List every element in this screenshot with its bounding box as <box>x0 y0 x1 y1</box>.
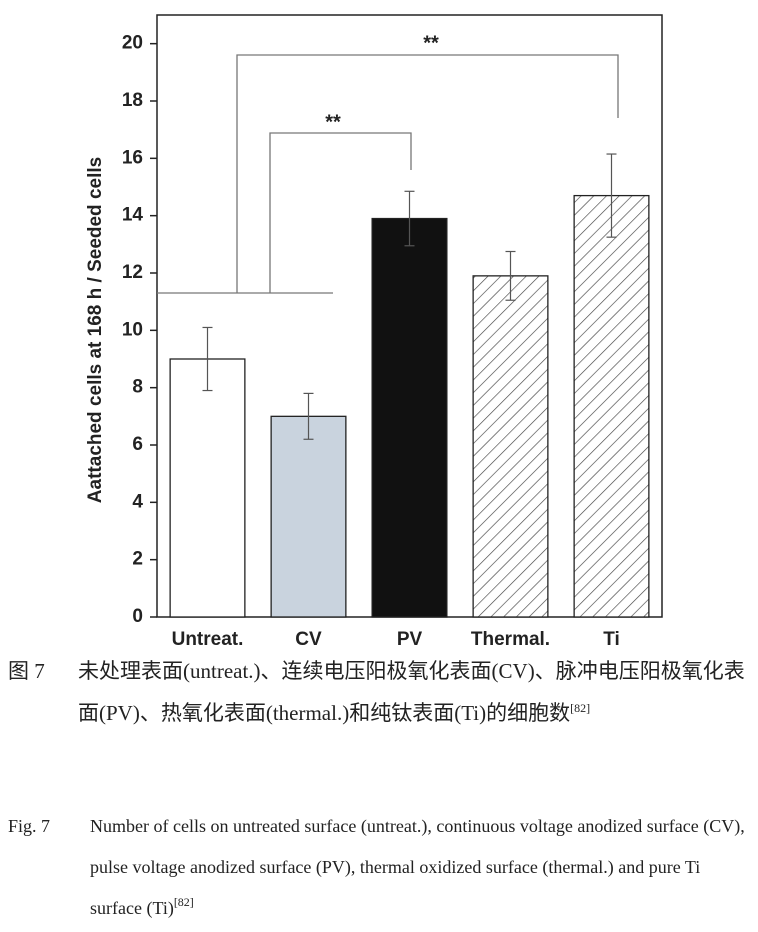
caption-text: Number of cells on untreated surface (un… <box>90 806 750 929</box>
y-tick-label: 12 <box>122 262 143 283</box>
bar <box>472 275 549 618</box>
caption-body: 未处理表面(untreat.)、连续电压阳极氧化表面(CV)、脉冲电压阳极氧化表… <box>78 659 745 725</box>
error-bar <box>202 326 213 392</box>
caption-en: Fig. 7 Number of cells on untreated surf… <box>8 806 750 929</box>
y-tick-label: 4 <box>132 491 143 512</box>
caption-ref: [82] <box>173 895 194 909</box>
y-tick-label: 18 <box>122 90 143 111</box>
y-tick-label: 8 <box>132 377 143 398</box>
x-tick-label: PV <box>397 629 423 650</box>
error-bar <box>606 153 617 238</box>
caption-text: 未处理表面(untreat.)、连续电压阳极氧化表面(CV)、脉冲电压阳极氧化表… <box>78 650 750 734</box>
significance-bracket <box>269 132 412 293</box>
x-tick-label: CV <box>295 629 322 650</box>
caption-body: Number of cells on untreated surface (un… <box>90 816 745 918</box>
y-tick-label: 14 <box>122 205 144 226</box>
x-tick-label: Untreat. <box>172 629 244 650</box>
error-bar <box>505 250 516 301</box>
y-tick-label: 16 <box>122 147 143 168</box>
bar <box>371 217 448 618</box>
error-bar <box>303 392 314 440</box>
x-tick-label: Ti <box>603 629 620 650</box>
caption-label: Fig. 7 <box>8 816 51 836</box>
y-axis-label: Aattached cells at 168 h / Seeded cells <box>85 157 106 503</box>
significance-label: ** <box>423 32 439 54</box>
y-tick-label: 0 <box>132 606 143 627</box>
bar <box>270 415 347 618</box>
chart: Aattached cells at 168 h / Seeded cells … <box>85 14 663 650</box>
caption-cn: 图 7 未处理表面(untreat.)、连续电压阳极氧化表面(CV)、脉冲电压阳… <box>8 650 750 734</box>
caption-ref: [82] <box>570 701 591 715</box>
significance-bracket <box>236 54 619 293</box>
x-tick-label: Thermal. <box>471 629 550 650</box>
y-tick-label: 10 <box>122 319 143 340</box>
y-tick-label: 6 <box>132 434 143 455</box>
bar <box>573 194 650 618</box>
bar <box>169 358 246 618</box>
significance-label: ** <box>325 111 341 133</box>
y-tick-label: 20 <box>122 33 143 54</box>
error-bar <box>404 190 415 247</box>
caption-label: 图 7 <box>8 659 45 683</box>
y-tick-label: 2 <box>132 549 143 570</box>
